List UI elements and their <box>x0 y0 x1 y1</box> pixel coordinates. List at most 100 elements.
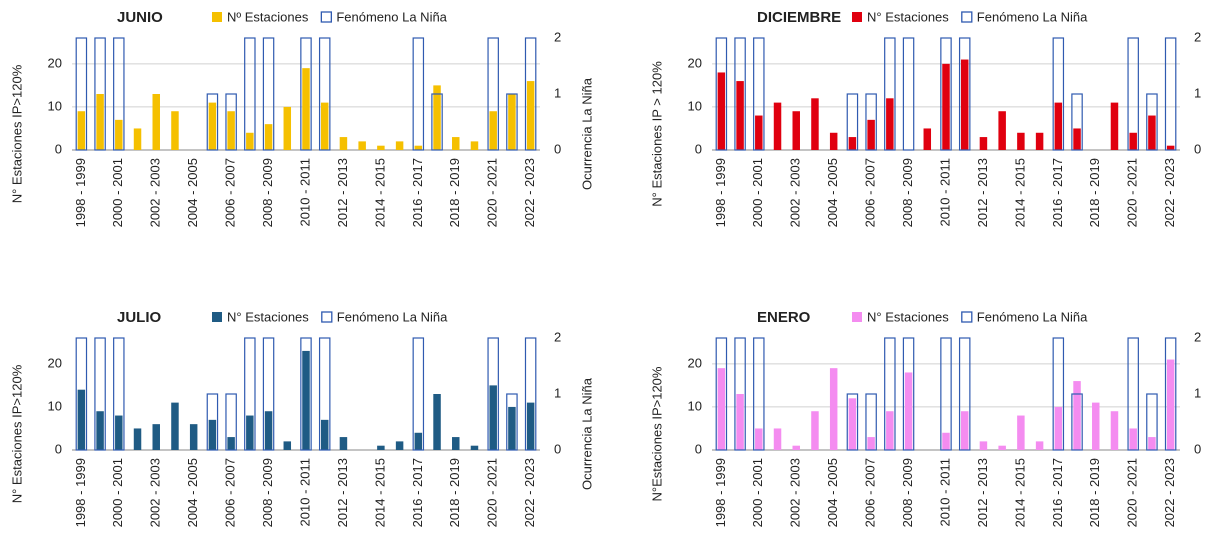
y-axis-label: N° Estaciones IP>120% <box>9 364 24 503</box>
x-tick-label: 2008 - 2009 <box>260 158 275 227</box>
la-nina-bar <box>75 37 88 151</box>
station-bar <box>433 394 441 450</box>
station-bar <box>96 94 104 150</box>
station-bar <box>377 145 385 150</box>
station-bar <box>77 389 86 450</box>
station-bar <box>886 411 894 450</box>
x-tick-label: 2000 - 2001 <box>750 158 765 227</box>
y-tick-label: 0 <box>695 141 702 156</box>
legend-swatch <box>212 12 222 22</box>
station-bar <box>1110 102 1119 150</box>
la-nina-bar <box>244 37 256 151</box>
station-bar <box>1129 132 1137 150</box>
la-nina-bar <box>412 337 425 451</box>
y-axis-label: N° Estaciones IP > 120% <box>649 61 664 207</box>
x-tick-label: 2006 - 2007 <box>863 158 878 227</box>
y-tick-label: 20 <box>48 355 62 370</box>
la-nina-bar <box>958 337 971 451</box>
station-bar <box>133 428 142 450</box>
chart-panel: JULIO N° Estaciones Fenómeno La Niña010200… <box>9 309 594 527</box>
la-nina-bar <box>318 37 331 151</box>
la-nina-bar <box>1164 37 1177 151</box>
station-bar <box>1092 402 1100 450</box>
legend-label: N° Estaciones <box>867 309 949 324</box>
x-tick-label: 1998 - 1999 <box>73 158 88 227</box>
station-bar <box>960 59 969 150</box>
la-nina-bar <box>1164 337 1177 451</box>
y-tick-label: 0 <box>55 441 62 456</box>
station-bar <box>508 406 516 450</box>
station-bar <box>717 368 726 450</box>
y2-tick-label: 2 <box>1194 329 1201 344</box>
station-bar <box>283 106 292 150</box>
la-nina-bar <box>431 93 443 151</box>
x-tick-label: 2000 - 2001 <box>750 458 765 527</box>
station-bar <box>452 437 460 450</box>
station-bar <box>886 98 894 150</box>
la-nina-bar <box>487 37 499 151</box>
la-nina-bar <box>1052 37 1065 151</box>
station-bar <box>227 111 235 150</box>
la-nina-bar <box>113 37 125 151</box>
station-bar <box>811 98 819 150</box>
y2-tick-label: 1 <box>554 385 561 400</box>
la-nina-bar <box>1146 393 1158 451</box>
la-nina-bar <box>300 37 312 151</box>
x-tick-label: 2002 - 2003 <box>788 458 803 527</box>
la-nina-bar <box>244 337 256 451</box>
x-tick-label: 2010 - 2011 <box>937 158 952 226</box>
x-tick-label: 2018 - 2019 <box>1087 458 1102 527</box>
legend-swatch <box>961 311 973 323</box>
legend-swatch <box>961 11 973 23</box>
x-tick-label: 2008 - 2009 <box>900 158 915 227</box>
station-bar <box>339 437 348 450</box>
station-bar <box>792 111 800 150</box>
station-bar <box>773 102 782 150</box>
chart-title: DICIEMBRE <box>757 9 841 26</box>
station-bar <box>942 63 950 150</box>
x-tick-label: 2000 - 2001 <box>110 158 125 227</box>
station-bar <box>1129 428 1137 450</box>
station-bar <box>998 445 1006 450</box>
station-bar <box>246 132 254 150</box>
station-bar <box>979 441 988 450</box>
legend-swatch <box>321 311 333 323</box>
station-bar <box>208 102 217 150</box>
station-bar <box>246 415 254 450</box>
station-bar <box>452 137 460 150</box>
station-bar <box>208 419 217 450</box>
la-nina-bar <box>734 337 746 451</box>
station-bar <box>755 115 763 150</box>
legend-label: Fenómeno La Niña <box>337 309 448 324</box>
y2-tick-label: 0 <box>1194 141 1201 156</box>
y-axis-label: N° Estaciones IP>120% <box>9 64 24 203</box>
chart-panel: JUNIO Nº Estaciones Fenómeno La Niña010200… <box>9 9 594 227</box>
station-bar <box>979 137 988 150</box>
la-nina-bar <box>113 337 125 451</box>
station-bar <box>998 111 1006 150</box>
la-nina-bar <box>94 337 106 451</box>
station-bar <box>133 128 142 150</box>
la-nina-bar <box>958 37 971 151</box>
x-tick-label: 2006 - 2007 <box>863 458 878 527</box>
station-bar <box>395 141 404 150</box>
station-bar <box>264 124 273 150</box>
station-bar <box>848 398 857 450</box>
y-axis-label: N°Estaciones IP>120% <box>649 366 664 501</box>
x-tick-label: 2016 - 2017 <box>1050 158 1065 227</box>
station-bar <box>1035 132 1044 150</box>
la-nina-bar <box>753 337 765 451</box>
la-nina-bar <box>262 337 275 451</box>
station-bar <box>867 437 875 450</box>
x-tick-label: 2016 - 2017 <box>410 458 425 527</box>
station-bar <box>736 394 744 450</box>
station-bar <box>848 137 857 150</box>
y-tick-label: 10 <box>688 98 702 113</box>
station-bar <box>339 137 348 150</box>
x-tick-label: 2018 - 2019 <box>447 158 462 227</box>
legend-label: N° Estaciones <box>227 309 309 324</box>
station-bar <box>1054 406 1063 450</box>
la-nina-bar <box>506 93 518 151</box>
station-bar <box>923 128 932 150</box>
